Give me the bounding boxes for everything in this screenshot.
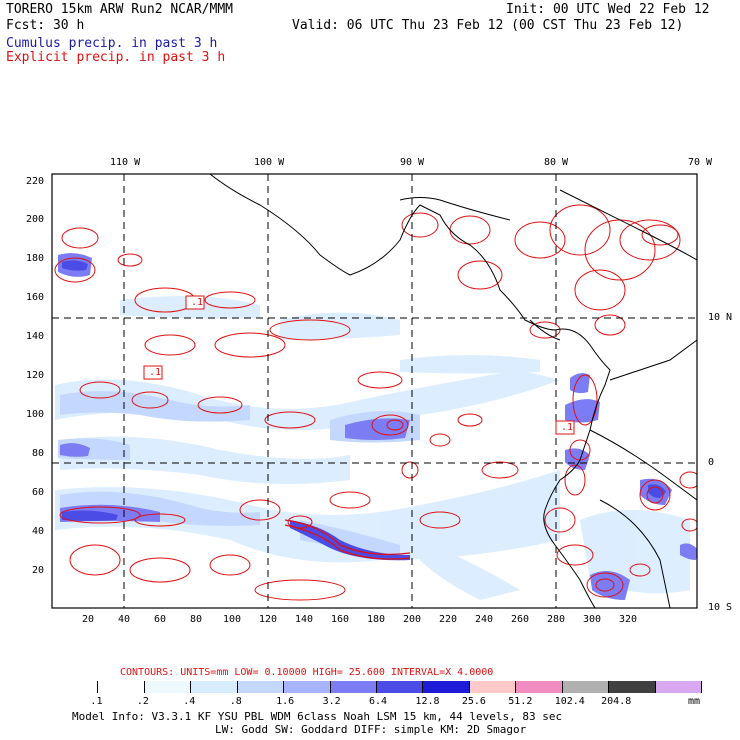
y-tick-label: 100 <box>26 409 45 420</box>
contours-info: CONTOURS: UNITS=mm LOW= 0.10000 HIGH= 25… <box>120 667 494 678</box>
y-tick-label: 40 <box>32 526 45 537</box>
coastlines <box>209 174 697 608</box>
map-frame <box>51 173 698 609</box>
colorbar-units: mm <box>688 696 701 707</box>
x-tick-label: 100 <box>223 614 242 625</box>
colorbar-label: 6.4 <box>369 696 388 707</box>
colorbar-swatch <box>562 681 610 693</box>
colorbar-label: .1 <box>90 696 103 707</box>
lat-label-10s: 10 S <box>708 602 733 613</box>
colorbar-label: .8 <box>229 696 242 707</box>
x-tick-label: 120 <box>259 614 278 625</box>
header-model-title: TORERO 15km ARW Run2 NCAR/MMM <box>6 2 233 17</box>
colorbar-label: 204.8 <box>601 696 632 707</box>
lat-label-10n: 10 N <box>708 312 733 323</box>
x-tick-label: 280 <box>547 614 566 625</box>
x-tick-label: 240 <box>475 614 494 625</box>
lat-label-equator: 0 <box>708 457 715 468</box>
cumulus-precip-title: Cumulus precip. in past 3 h <box>6 36 218 51</box>
y-tick-label: 140 <box>26 331 45 342</box>
lon-label-110w: 110 W <box>110 157 141 168</box>
x-tick-label: 200 <box>403 614 422 625</box>
x-tick-label: 40 <box>118 614 131 625</box>
header-valid-time: Valid: 06 UTC Thu 23 Feb 12 (00 CST Thu … <box>292 18 684 33</box>
x-tick-label: 220 <box>439 614 458 625</box>
colorbar-label: 25.6 <box>461 696 486 707</box>
colorbar-swatch <box>609 681 656 693</box>
colorbar-label: 51.2 <box>508 696 533 707</box>
colorbar-swatch <box>144 681 192 693</box>
lon-label-80w: 80 W <box>544 157 569 168</box>
colorbar-label: 3.2 <box>322 696 341 707</box>
colorbar-label: .2 <box>136 696 149 707</box>
lon-label-100w: 100 W <box>254 157 285 168</box>
colorbar-swatch <box>469 681 517 693</box>
colorbar-swatch <box>237 681 285 693</box>
y-tick-label: 160 <box>26 292 45 303</box>
y-tick-label: 120 <box>26 370 45 381</box>
y-tick-label: 20 <box>32 565 45 576</box>
x-tick-label: 260 <box>511 614 530 625</box>
colorbar-swatch <box>655 681 702 693</box>
y-tick-label: 220 <box>26 176 45 187</box>
colorbar-label: 1.6 <box>276 696 295 707</box>
explicit-precip-title: Explicit precip. in past 3 h <box>6 50 226 65</box>
x-tick-label: 160 <box>331 614 350 625</box>
model-info-line2: LW: Godd SW: Goddard DIFF: simple KM: 2D… <box>215 723 527 736</box>
x-tick-label: 300 <box>583 614 602 625</box>
x-tick-label: 180 <box>367 614 386 625</box>
explicit-precip-contours <box>54 204 697 601</box>
colorbar-swatch <box>52 681 99 693</box>
cumulus-precip-shading <box>55 253 697 600</box>
y-tick-label: 80 <box>32 448 45 459</box>
colorbar-label: .4 <box>183 696 196 707</box>
lat-lon-grid <box>52 174 697 608</box>
colorbar-swatch <box>284 681 331 693</box>
colorbar-label: 12.8 <box>415 696 440 707</box>
contour-label-boxes <box>143 295 575 435</box>
contour-label: .1 <box>149 367 162 378</box>
model-info-line1: Model Info: V3.3.1 KF YSU PBL WDM 6class… <box>72 710 563 723</box>
x-tick-label: 140 <box>295 614 314 625</box>
lon-label-90w: 90 W <box>400 157 425 168</box>
y-tick-label: 180 <box>26 253 45 264</box>
contour-label: .1 <box>561 422 574 433</box>
x-tick-label: 60 <box>154 614 167 625</box>
colorbar-swatch <box>423 681 470 693</box>
colorbar-swatch <box>516 681 563 693</box>
lon-label-70w: 70 W <box>688 157 713 168</box>
x-tick-label: 20 <box>82 614 95 625</box>
colorbar-swatch <box>330 681 377 693</box>
y-tick-label: 60 <box>32 487 45 498</box>
contour-label: .1 <box>191 297 204 308</box>
x-tick-label: 320 <box>619 614 638 625</box>
y-tick-label: 200 <box>26 214 45 225</box>
header-init-time: Init: 00 UTC Wed 22 Feb 12 <box>506 2 710 17</box>
colorbar-swatch <box>377 681 424 693</box>
colorbar-swatch <box>191 681 238 693</box>
colorbar-label: 102.4 <box>554 696 585 707</box>
colorbar-swatch <box>98 681 145 693</box>
x-tick-label: 80 <box>190 614 203 625</box>
header-forecast-hour: Fcst: 30 h <box>6 18 85 33</box>
